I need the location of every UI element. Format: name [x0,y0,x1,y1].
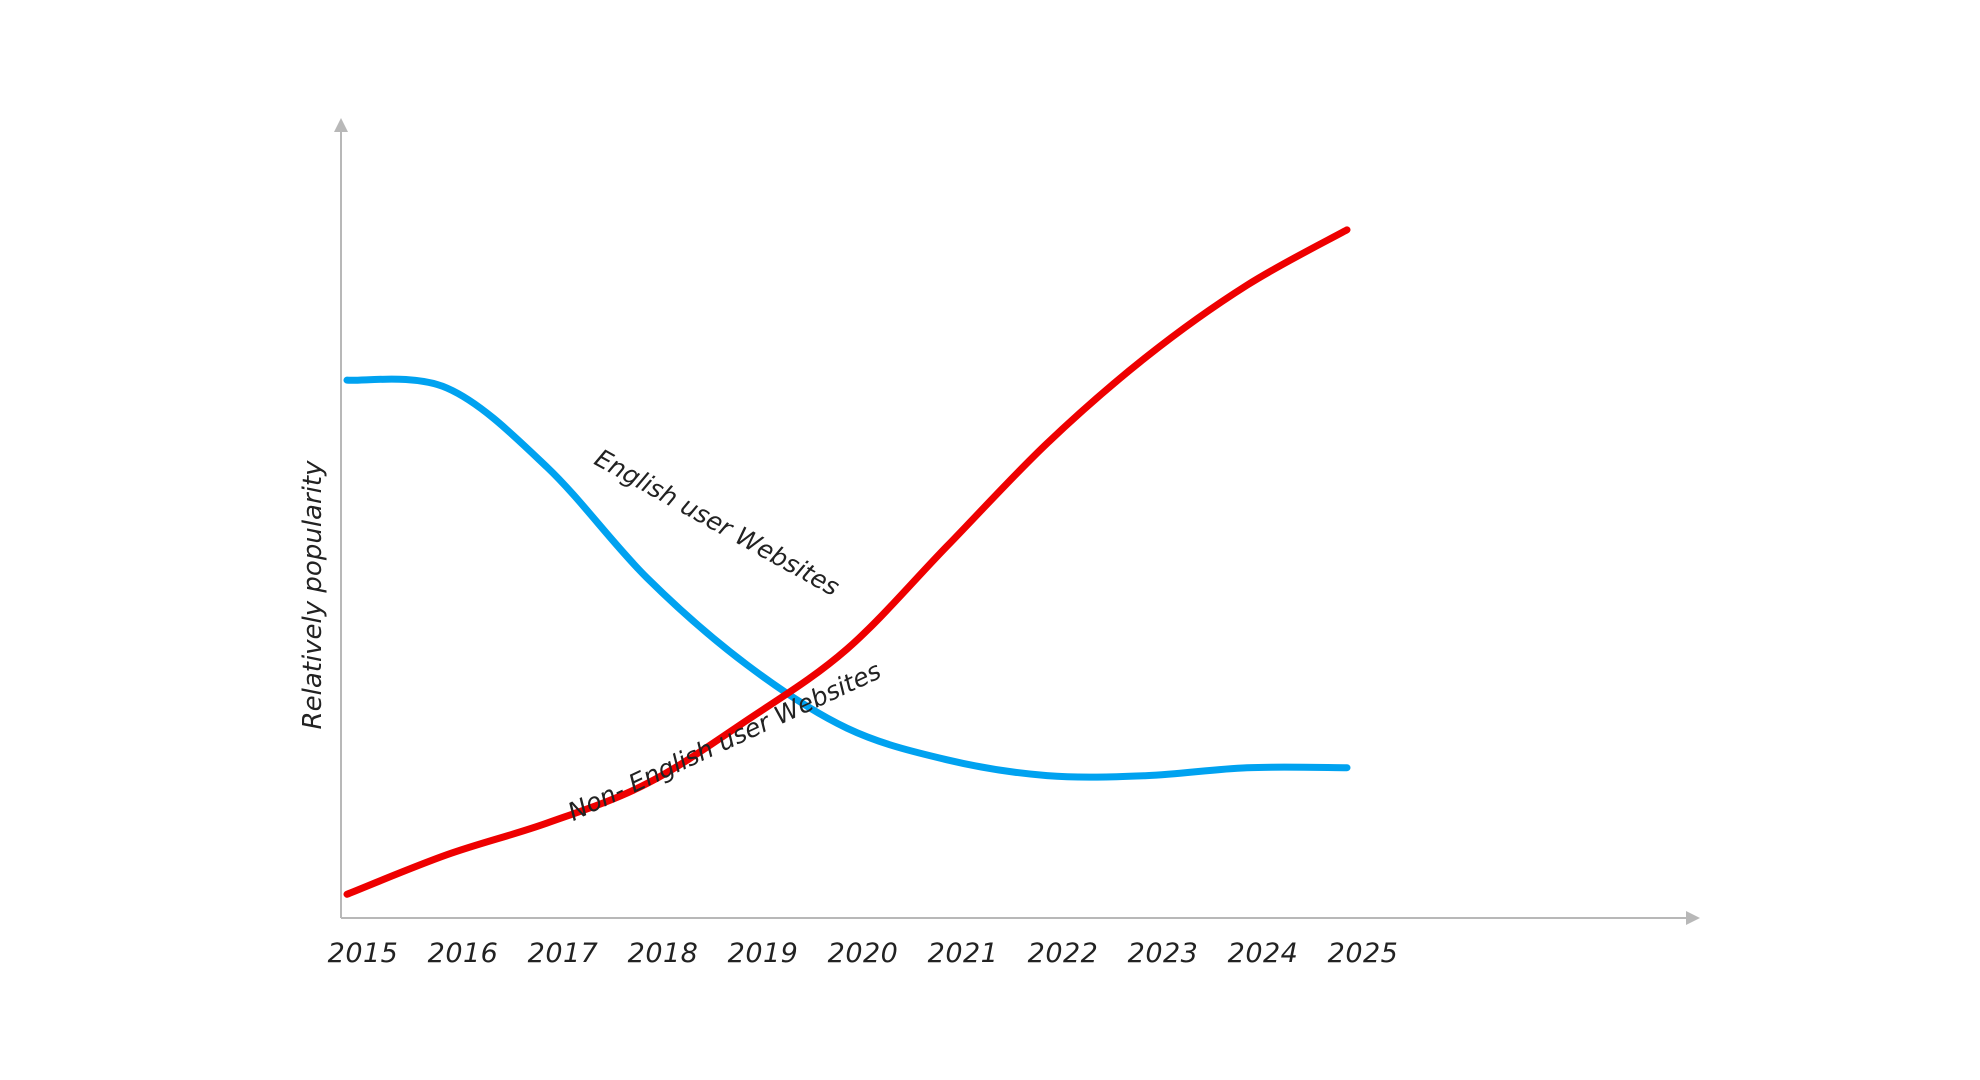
x-tick-label: 2016 [428,938,499,969]
y-axis-arrow-icon [334,118,348,132]
chart-axes [334,118,1700,925]
x-tick-label: 2023 [1128,938,1199,969]
x-tick-label: 2024 [1228,938,1299,969]
series-labels: English user Websites Non- English user … [563,443,885,826]
x-tick-label: 2020 [828,938,899,969]
x-axis-arrow-icon [1686,911,1700,925]
x-tick-label: 2022 [1028,938,1099,969]
x-tick-label: 2017 [528,938,599,969]
x-tick-label: 2015 [328,938,399,969]
x-tick-label: 2019 [728,938,799,969]
x-tick-label: 2025 [1328,938,1399,969]
x-tick-label: 2018 [628,938,699,969]
y-axis-title: Relatively popularity [298,460,328,730]
non-english-websites-line [343,226,1351,898]
series-lines [343,226,1351,898]
series-label-non-english: Non- English user Websites [563,656,885,827]
x-axis-tick-labels: 2015 2016 2017 2018 2019 2020 2021 2022 2023 2024… [328,938,1399,969]
series-label-english: English user Websites [590,443,844,602]
english-websites-line [343,375,1351,781]
x-tick-label: 2021 [928,938,999,969]
